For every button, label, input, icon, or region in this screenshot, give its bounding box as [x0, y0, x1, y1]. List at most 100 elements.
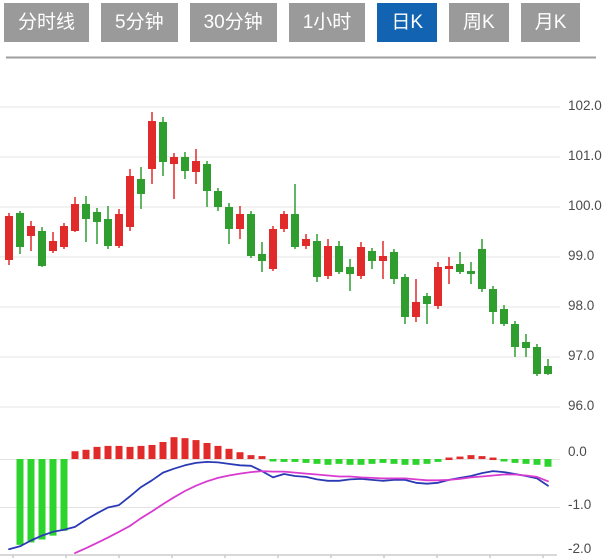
macd-bar [379, 459, 387, 463]
macd-bar [170, 437, 178, 459]
macd-bar [214, 445, 222, 459]
macd-bar [104, 445, 112, 459]
macd-bar [16, 459, 24, 545]
candle-body [236, 214, 244, 229]
candle-body [456, 264, 464, 272]
macd-bar [467, 455, 475, 459]
macd-bar [38, 459, 46, 540]
candle-body [258, 254, 266, 261]
price-axis-labels: 102.0 101.0 100.0 99.0 98.0 97.0 96.0 [568, 98, 602, 413]
candle-body [214, 191, 222, 207]
macd-bar [27, 459, 35, 543]
macd-grid [0, 459, 560, 508]
macd-bar [181, 438, 189, 459]
macd-bar [368, 459, 376, 464]
candle-body [335, 246, 343, 272]
tab-monthly-k[interactable]: 月K [520, 3, 581, 42]
candle-body [82, 204, 90, 219]
macd-bar [335, 459, 343, 464]
dea-line [74, 470, 549, 554]
candle-body [159, 122, 167, 162]
tab-30min[interactable]: 30分钟 [189, 3, 277, 42]
interval-tab-bar: 分时线 5分钟 30分钟 1小时 日K 周K 月K [4, 3, 581, 42]
macd-bar [258, 456, 266, 459]
macd-bar [346, 459, 354, 465]
candle-body [71, 204, 79, 231]
candle-body [5, 216, 13, 260]
candle-body [170, 157, 178, 164]
macd-histogram [16, 437, 552, 545]
macd-bar [423, 459, 431, 464]
macd-bar [137, 445, 145, 459]
candle-body [533, 347, 541, 374]
macd-axis-label: -2.0 [568, 541, 591, 556]
price-axis-label: 102.0 [568, 98, 602, 113]
macd-bar [434, 459, 442, 462]
macd-bar [93, 446, 101, 459]
candle-body [291, 214, 299, 247]
candle-body [423, 296, 431, 304]
tab-daily-k[interactable]: 日K [377, 3, 437, 42]
price-axis-label: 96.0 [568, 398, 594, 413]
candle-body [115, 214, 123, 246]
candle-body [434, 267, 442, 306]
macd-bar [401, 459, 409, 465]
candle-body [489, 289, 497, 312]
tab-weekly-k[interactable]: 周K [449, 3, 509, 42]
price-axis-label: 98.0 [568, 298, 594, 313]
candle-body [302, 239, 310, 246]
tab-time-line[interactable]: 分时线 [4, 3, 90, 42]
candle-body [544, 366, 552, 374]
macd-axis-labels: 0.0 -1.0 -2.0 [568, 444, 591, 556]
macd-bar [60, 459, 68, 531]
macd-bar [192, 440, 200, 459]
macd-bar [247, 455, 255, 459]
candle-body [192, 161, 200, 172]
candle-body [522, 342, 530, 348]
macd-bar [236, 452, 244, 459]
macd-bar [159, 442, 167, 459]
macd-bar [489, 457, 497, 461]
macd-bar [291, 459, 299, 462]
candle-body [357, 247, 365, 276]
candle-body [445, 266, 453, 269]
macd-bar [280, 459, 288, 462]
candle-body [104, 219, 112, 246]
macd-bar [544, 459, 552, 467]
tab-5min[interactable]: 5分钟 [101, 3, 178, 42]
candle-body [379, 256, 387, 261]
candle-body [467, 271, 475, 274]
macd-bar [313, 459, 321, 464]
candle-body [203, 164, 211, 191]
price-axis-label: 99.0 [568, 248, 594, 263]
macd-bar [445, 457, 453, 461]
candle-body [401, 277, 409, 317]
macd-bar [390, 459, 398, 464]
candle-body [324, 246, 332, 276]
candle-body [511, 324, 519, 347]
price-grid [0, 106, 560, 408]
macd-bar [225, 448, 233, 459]
macd-bar [324, 459, 332, 465]
candle-body [137, 179, 145, 194]
macd-bar [126, 446, 134, 459]
price-axis-label: 101.0 [568, 148, 602, 163]
macd-bar [357, 459, 365, 465]
macd-bar [148, 444, 156, 459]
macd-bar [71, 451, 79, 459]
candle-body [93, 212, 101, 222]
macd-axis-label: -1.0 [568, 497, 591, 512]
candle-body [500, 309, 508, 324]
candle-body [148, 121, 156, 169]
candle-body [412, 302, 420, 317]
candle-body [27, 226, 35, 236]
candlestick-series [5, 112, 552, 376]
macd-bar [478, 456, 486, 459]
macd-bar [522, 459, 530, 464]
candle-body [225, 207, 233, 229]
macd-bar [49, 459, 57, 536]
tab-1hour[interactable]: 1小时 [288, 3, 366, 42]
macd-bar [533, 459, 541, 465]
